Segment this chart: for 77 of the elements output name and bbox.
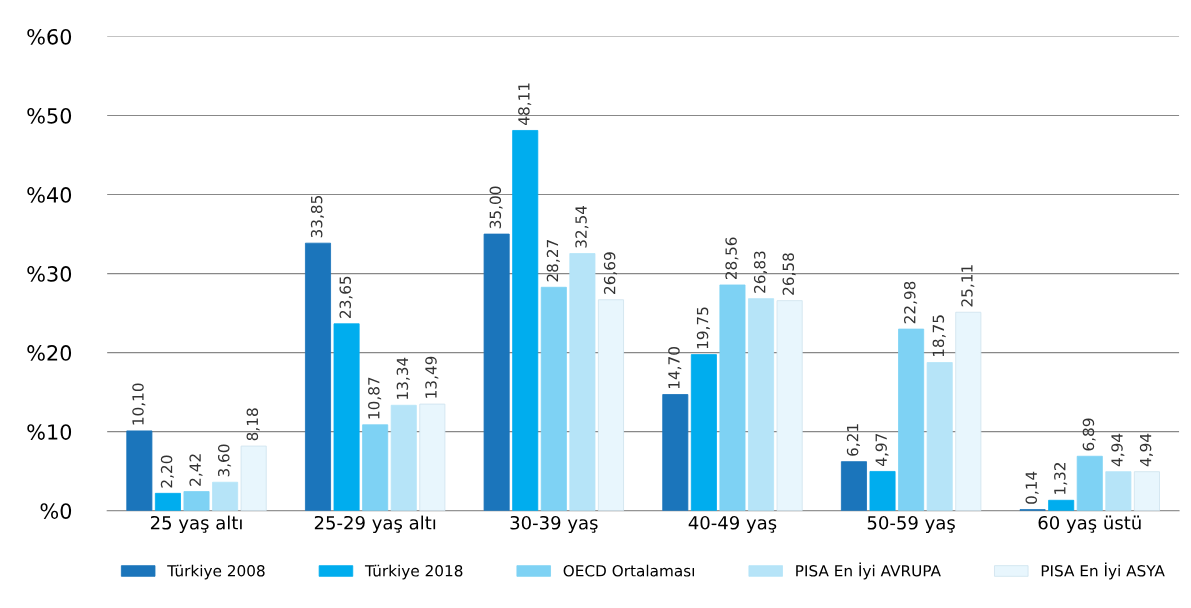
y-tick-label: %60	[27, 28, 72, 45]
data-label: 19,75	[696, 307, 710, 349]
data-label: 32,54	[575, 205, 589, 248]
data-label: 2,42	[189, 454, 203, 486]
data-label: 13,49	[425, 356, 439, 398]
data-label: 1,32	[1054, 463, 1068, 494]
data-label: 4,97	[875, 433, 889, 466]
bar	[597, 299, 624, 511]
bar	[748, 298, 775, 511]
data-label: 4,94	[1111, 433, 1125, 467]
data-label: 8,18	[246, 408, 260, 441]
bar	[419, 403, 446, 511]
x-tick-label: 60 yaş üstü	[1038, 515, 1141, 534]
legend-label: Türkiye 2018	[364, 564, 463, 580]
bar	[840, 461, 867, 511]
bar	[776, 300, 803, 511]
x-tick-label: 25-29 yaş altı	[314, 515, 436, 534]
data-label: 48,11	[518, 83, 532, 125]
y-tick-label: %20	[27, 345, 72, 361]
bar	[1133, 471, 1160, 511]
data-label: 26,69	[603, 252, 617, 294]
bar	[126, 430, 153, 511]
data-label: 26,58	[782, 253, 796, 295]
y-tick-label: %40	[27, 187, 72, 203]
bar	[1048, 499, 1075, 511]
data-label: 28,56	[725, 237, 739, 280]
bar	[869, 471, 896, 511]
bar	[154, 492, 181, 511]
bar	[240, 445, 267, 511]
data-label: 13,34	[396, 357, 410, 399]
legend-label: Türkiye 2008	[167, 564, 265, 580]
data-label: 28,27	[546, 240, 560, 282]
bar	[483, 233, 510, 511]
bar	[183, 491, 210, 511]
x-tick-label: 40-49 yaş	[688, 515, 777, 534]
data-label: 0,14	[1025, 471, 1039, 504]
data-label: 4,94	[1139, 433, 1153, 467]
data-label: 23,65	[339, 276, 353, 318]
x-tick-label: 50-59 yaş	[867, 515, 955, 534]
bar	[955, 311, 982, 511]
bar	[719, 284, 746, 511]
bar	[898, 328, 925, 511]
data-label: 33,85	[310, 196, 324, 238]
bar	[333, 323, 360, 511]
bar	[212, 481, 239, 511]
y-tick-label: %50	[27, 107, 72, 124]
data-label: 10,87	[368, 377, 382, 419]
data-label: 26,83	[753, 251, 768, 293]
bar	[305, 242, 331, 511]
data-label: 25,11	[961, 265, 975, 307]
data-label: 35,00	[489, 186, 503, 229]
x-tick-label: 25 yaş altı	[150, 515, 242, 534]
y-tick-label: %0	[40, 503, 72, 519]
x-tick-label: 30-39 yaş	[510, 515, 598, 534]
bar	[569, 253, 596, 511]
bar	[390, 404, 417, 511]
data-label: 14,70	[668, 347, 682, 389]
bar	[540, 286, 567, 511]
bar	[926, 362, 953, 511]
bar	[362, 424, 389, 511]
data-label: 3,60	[217, 444, 232, 477]
bar	[690, 354, 717, 511]
data-label: 6,89	[1082, 418, 1096, 451]
data-label: 2,20	[160, 455, 174, 488]
data-label: 6,21	[846, 424, 860, 456]
legend-label: OECD Ortalaması	[563, 564, 694, 577]
legend-label: PISA En İyi AVRUPA	[796, 562, 941, 580]
y-tick-label: %30	[27, 266, 72, 282]
bar	[1076, 455, 1103, 511]
bar	[662, 394, 689, 511]
data-label: 18,75	[932, 315, 946, 357]
bar	[1105, 471, 1132, 511]
data-label: 10,10	[132, 383, 146, 425]
y-tick-label: %10	[27, 424, 72, 440]
data-label: 22,98	[903, 281, 918, 324]
bar	[512, 130, 539, 511]
legend-label: PISA En İyi ASYA	[1041, 562, 1165, 580]
